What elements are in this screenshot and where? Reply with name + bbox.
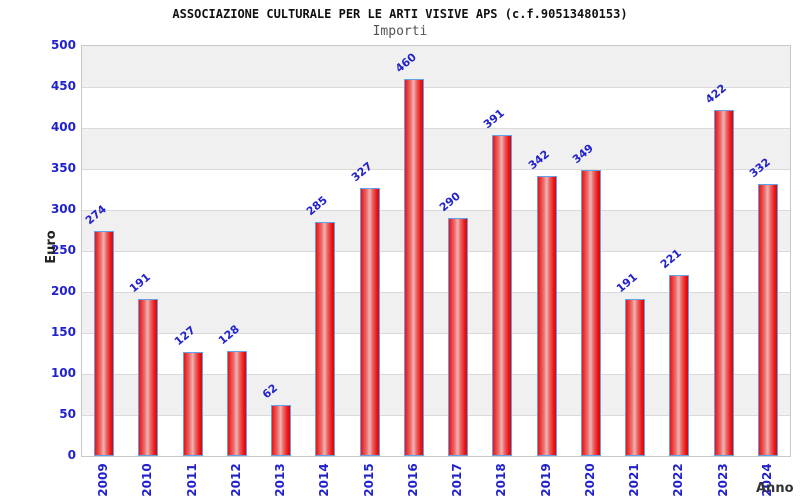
x-tick-label: 2012 — [228, 463, 243, 497]
bar-2010 — [138, 299, 159, 456]
y-tick-label: 500 — [50, 38, 76, 52]
bar-2013 — [271, 405, 292, 456]
bar-2014 — [315, 222, 336, 456]
gridline — [82, 414, 790, 416]
chart-title: ASSOCIAZIONE CULTURALE PER LE ARTI VISIV… — [172, 7, 628, 21]
gridline — [82, 127, 790, 129]
gridline — [82, 209, 790, 211]
bar-2021 — [625, 299, 646, 456]
gridline — [82, 291, 790, 293]
bar-2011 — [182, 352, 203, 456]
plot-area: 274 191 127 128 62 285 327 460 290 391 342 349 191 22… — [81, 45, 791, 457]
y-tick-label: 50 — [59, 407, 76, 421]
bar-2009 — [94, 231, 115, 456]
x-tick-label: 2020 — [582, 463, 597, 497]
y-tick-label: 400 — [50, 120, 76, 134]
y-tick-label: 200 — [50, 284, 76, 298]
bar-2018 — [492, 135, 513, 456]
bar-2019 — [536, 176, 557, 456]
bar-2023 — [713, 110, 734, 456]
bar-2024 — [757, 184, 778, 456]
chart-subtitle: Importi — [372, 24, 428, 39]
plot-band — [82, 128, 790, 169]
bar-2020 — [580, 170, 601, 456]
bar-2022 — [669, 275, 690, 456]
bar-2017 — [448, 218, 469, 456]
x-tick-label: 2019 — [538, 463, 553, 497]
y-tick-label: 450 — [50, 79, 76, 93]
bar-2015 — [359, 188, 380, 456]
x-tick-label: 2014 — [317, 463, 332, 497]
y-tick-label: 300 — [50, 202, 76, 216]
y-tick-label: 0 — [67, 448, 76, 462]
x-tick-label: 2011 — [184, 463, 199, 497]
gridline — [82, 332, 790, 334]
x-tick-label: 2017 — [450, 463, 465, 497]
x-tick-label: 2009 — [96, 463, 111, 497]
x-axis-title: Anno — [756, 481, 794, 496]
x-tick-label: 2022 — [671, 463, 686, 497]
plot-band — [82, 46, 790, 87]
gridline — [82, 168, 790, 170]
gridline — [82, 86, 790, 88]
x-tick-label: 2021 — [627, 463, 642, 497]
x-tick-label: 2010 — [140, 463, 155, 497]
x-tick-label: 2013 — [273, 463, 288, 497]
y-tick-label: 150 — [50, 325, 76, 339]
plot-band — [82, 210, 790, 251]
bar-2012 — [226, 351, 247, 456]
gridline — [82, 250, 790, 252]
y-tick-label: 100 — [50, 366, 76, 380]
y-tick-label: 350 — [50, 161, 76, 175]
bar-2016 — [403, 79, 424, 456]
x-tick-label: 2015 — [361, 463, 376, 497]
y-tick-label: 250 — [50, 243, 76, 257]
gridline — [82, 373, 790, 375]
x-tick-label: 2018 — [494, 463, 509, 497]
x-tick-label: 2016 — [405, 463, 420, 497]
y-axis-title: Euro — [44, 230, 59, 264]
x-tick-label: 2023 — [715, 463, 730, 497]
